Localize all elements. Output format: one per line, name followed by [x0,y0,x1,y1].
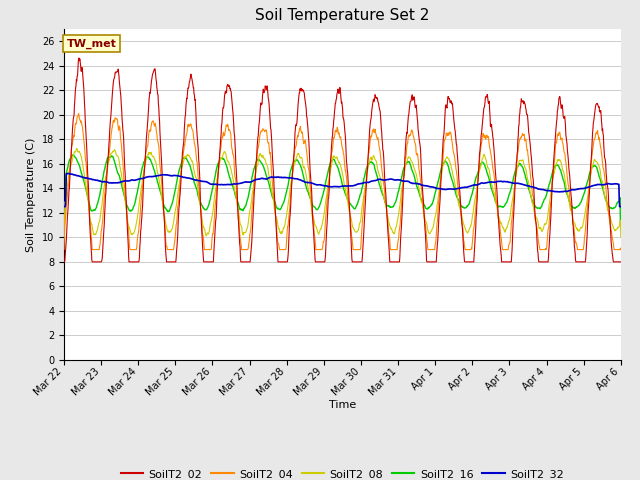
SoilT2_32 [246,179,254,185]
Line: SoilT2_02: SoilT2_02 [64,58,621,262]
SoilT2_16 [551,163,559,169]
SoilT2_04 [551,151,559,157]
SoilT2_08 [617,234,625,240]
SoilT2_16 [617,222,625,228]
SoilT2_02 [184,85,192,91]
Line: SoilT2_16: SoilT2_16 [64,155,621,225]
SoilT2_04 [184,121,192,127]
SoilT2_32 [65,170,73,176]
Title: Soil Temperature Set 2: Soil Temperature Set 2 [255,9,429,24]
SoilT2_32 [171,172,179,178]
SoilT2_04 [502,247,509,252]
SoilT2_02 [502,259,509,265]
Text: TW_met: TW_met [67,39,116,49]
SoilT2_32 [617,204,625,210]
SoilT2_32 [60,204,68,210]
Line: SoilT2_08: SoilT2_08 [64,148,621,237]
SoilT2_02 [429,259,437,265]
SoilT2_08 [184,152,192,158]
SoilT2_04 [75,111,83,117]
SoilT2_08 [60,234,68,240]
Line: SoilT2_32: SoilT2_32 [64,173,621,207]
SoilT2_02 [60,259,68,265]
Line: SoilT2_04: SoilT2_04 [64,114,621,250]
SoilT2_04 [246,228,254,233]
SoilT2_16 [502,201,509,206]
Y-axis label: Soil Temperature (C): Soil Temperature (C) [26,137,36,252]
SoilT2_16 [429,198,437,204]
SoilT2_08 [551,167,559,172]
SoilT2_32 [429,184,437,190]
SoilT2_16 [69,152,77,158]
SoilT2_08 [246,205,254,211]
Legend: SoilT2_02, SoilT2_04, SoilT2_08, SoilT2_16, SoilT2_32: SoilT2_02, SoilT2_04, SoilT2_08, SoilT2_… [116,465,568,480]
SoilT2_08 [502,227,509,233]
SoilT2_32 [184,175,192,181]
SoilT2_04 [60,247,68,252]
SoilT2_08 [72,145,80,151]
SoilT2_16 [171,191,179,196]
SoilT2_16 [246,182,254,188]
X-axis label: Time: Time [329,400,356,410]
SoilT2_02 [76,55,83,61]
SoilT2_02 [551,139,559,144]
SoilT2_32 [502,179,509,185]
SoilT2_04 [171,239,179,245]
SoilT2_02 [246,254,254,260]
SoilT2_04 [429,247,437,252]
SoilT2_02 [617,259,625,265]
SoilT2_08 [429,224,437,230]
SoilT2_04 [617,247,625,252]
SoilT2_32 [551,189,559,194]
SoilT2_02 [171,259,179,265]
SoilT2_16 [184,159,192,165]
SoilT2_08 [171,212,179,217]
SoilT2_16 [60,222,68,228]
